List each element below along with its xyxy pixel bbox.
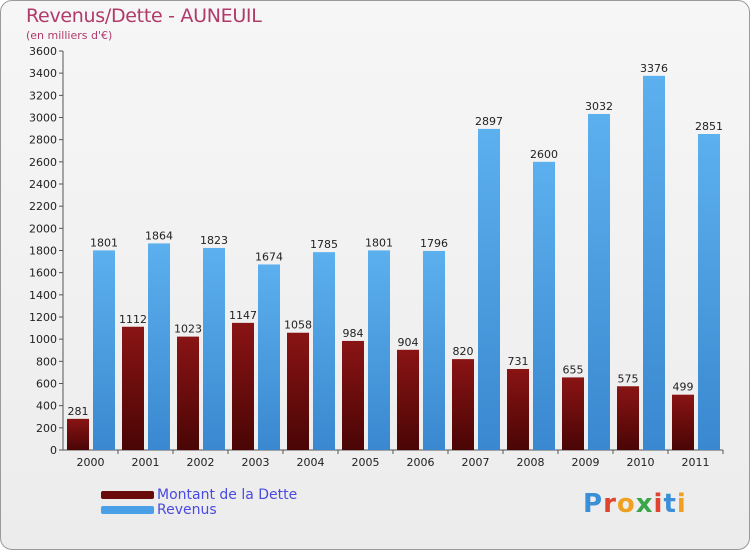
y-tick-label: 1800: [29, 245, 57, 258]
x-tick-label: 2000: [77, 456, 105, 469]
legend-swatch-dette: [101, 490, 154, 499]
data-label-revenus: 1801: [365, 236, 393, 249]
proxiti-logo: Proxiti: [583, 489, 687, 519]
bar-revenus: [478, 128, 500, 450]
y-tick-label: 200: [36, 422, 57, 435]
logo-letter: i: [676, 489, 687, 519]
bar-dette: [232, 322, 254, 450]
data-label-revenus: 1674: [255, 250, 283, 263]
bar-dette: [452, 359, 474, 450]
bar-dette: [67, 418, 89, 450]
y-tick-label: 1200: [29, 311, 57, 324]
bar-revenus: [368, 250, 390, 450]
bar-revenus: [203, 247, 225, 450]
logo-letter: o: [616, 489, 636, 519]
logo-letter: t: [663, 489, 677, 519]
y-tick-label: 400: [36, 400, 57, 413]
bar-dette: [672, 394, 694, 450]
y-tick-label: 1400: [29, 289, 57, 302]
bar-revenus: [698, 134, 720, 450]
data-label-dette: 904: [398, 336, 419, 349]
data-label-dette: 575: [618, 372, 639, 385]
legend: Montant de la Dette Revenus: [101, 486, 298, 518]
data-label-dette: 1147: [229, 309, 257, 322]
x-tick-label: 2004: [297, 456, 325, 469]
x-tick-label: 2003: [242, 456, 270, 469]
x-tick-label: 2001: [132, 456, 160, 469]
bar-revenus: [313, 252, 335, 450]
x-tick-label: 2011: [682, 456, 710, 469]
chart-subtitle: (en milliers d'€): [26, 29, 113, 42]
chart-title: Revenus/Dette - AUNEUIL: [26, 5, 262, 27]
legend-item-revenus: Revenus: [101, 501, 297, 518]
bar-dette: [287, 332, 309, 450]
bar-revenus: [643, 75, 665, 451]
legend-item-dette: Montant de la Dette: [101, 486, 298, 503]
y-tick-label: 0: [50, 444, 57, 457]
bar-dette: [342, 340, 364, 450]
x-tick-label: 2006: [407, 456, 435, 469]
data-label-revenus: 2851: [695, 120, 723, 133]
data-label-revenus: 3032: [585, 100, 613, 113]
bar-dette: [122, 326, 144, 450]
data-label-dette: 731: [508, 355, 529, 368]
logo-letter: r: [603, 489, 617, 519]
y-tick-label: 3200: [29, 89, 57, 102]
bar-dette: [397, 349, 419, 450]
data-label-dette: 1058: [284, 319, 312, 332]
data-label-dette: 655: [563, 363, 584, 376]
bar-revenus: [148, 243, 170, 450]
bar-dette: [177, 336, 199, 450]
data-label-revenus: 1864: [145, 229, 173, 242]
data-label-revenus: 1801: [90, 236, 118, 249]
data-label-revenus: 1823: [200, 234, 228, 247]
legend-swatch-revenus: [101, 505, 154, 514]
data-label-revenus: 1796: [420, 237, 448, 250]
y-tick-label: 3400: [29, 67, 57, 80]
logo-letter: i: [653, 489, 664, 519]
y-tick-label: 1000: [29, 333, 57, 346]
x-tick-label: 2008: [517, 456, 545, 469]
x-tick-label: 2010: [627, 456, 655, 469]
legend-label-dette: Montant de la Dette: [157, 486, 298, 503]
data-label-dette: 1023: [174, 323, 202, 336]
data-label-revenus: 3376: [640, 62, 668, 75]
data-label-dette: 820: [453, 345, 474, 358]
bar-dette: [507, 368, 529, 450]
y-tick-label: 2600: [29, 156, 57, 169]
bar-revenus: [93, 250, 115, 450]
x-tick-label: 2007: [462, 456, 490, 469]
data-label-revenus: 2600: [530, 148, 558, 161]
data-label-revenus: 2897: [475, 115, 503, 128]
logo-letter: P: [583, 489, 604, 519]
x-tick-label: 2009: [572, 456, 600, 469]
bar-revenus: [423, 250, 445, 450]
y-tick-label: 3000: [29, 112, 57, 125]
bar-dette: [617, 386, 639, 450]
y-tick-label: 2200: [29, 200, 57, 213]
bar-revenus: [258, 264, 280, 450]
bar-dette: [562, 377, 584, 450]
y-tick-label: 3600: [29, 45, 57, 58]
logo-letter: x: [635, 489, 654, 519]
data-label-revenus: 1785: [310, 238, 338, 251]
data-label-dette: 499: [673, 381, 694, 394]
y-tick-label: 1600: [29, 267, 57, 280]
x-tick-label: 2005: [352, 456, 380, 469]
y-tick-label: 2400: [29, 178, 57, 191]
y-tick-label: 2000: [29, 222, 57, 235]
legend-label-revenus: Revenus: [157, 501, 217, 518]
y-tick-label: 2800: [29, 134, 57, 147]
bar-revenus: [588, 113, 610, 450]
data-label-dette: 1112: [119, 313, 147, 326]
data-label-dette: 984: [343, 327, 364, 340]
y-tick-label: 800: [36, 355, 57, 368]
x-tick-label: 2002: [187, 456, 215, 469]
y-tick-label: 600: [36, 378, 57, 391]
data-label-dette: 281: [68, 405, 89, 418]
bar-revenus: [533, 161, 555, 451]
